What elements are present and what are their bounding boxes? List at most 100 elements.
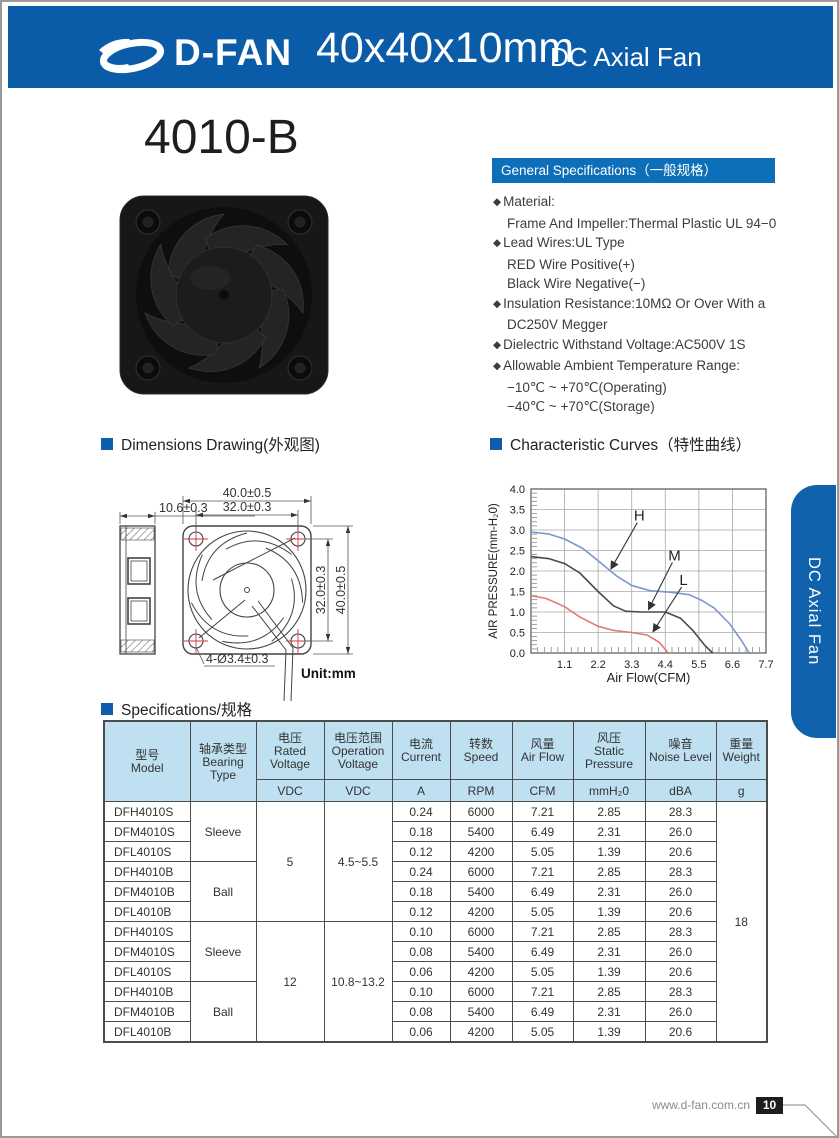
diamond-bullet-icon: ◆ bbox=[493, 360, 502, 372]
spec-speed-cell: 5400 bbox=[449, 1001, 513, 1022]
footer-url[interactable]: www.d-fan.com.cn bbox=[651, 1098, 750, 1112]
spec-airflow-cell: 7.21 bbox=[511, 861, 574, 882]
dim-outer-height-label: 40.0±0.5 bbox=[334, 566, 348, 615]
general-specs-header: General Specifications（一般规格） bbox=[492, 158, 775, 183]
page-title: 40x40x10mm bbox=[316, 24, 575, 72]
spec-rated-voltage-cell: 5 bbox=[255, 801, 325, 922]
table-row: DFL4010B 0.06 4200 5.05 1.39 20.6 bbox=[103, 1021, 767, 1043]
spec-model-cell: DFH4010B bbox=[103, 981, 191, 1002]
x-tick-label: 5.5 bbox=[691, 659, 706, 671]
curve-label-H: H bbox=[634, 508, 645, 525]
y-tick-label: 3.5 bbox=[510, 505, 525, 517]
section-title-specifications: Specifications/规格 bbox=[101, 698, 252, 720]
table-row: DFH4010B Ball 0.24 6000 7.21 2.85 28.3 bbox=[103, 861, 767, 922]
y-tick-label: 4.0 bbox=[510, 484, 525, 496]
spec-airflow-cell: 5.05 bbox=[511, 901, 574, 922]
spec-noise-cell: 20.6 bbox=[644, 901, 717, 922]
spec-pressure-cell: 2.31 bbox=[572, 821, 646, 842]
side-tab-label: DC Axial Fan bbox=[805, 557, 823, 666]
dim-hole-pitch-w-label: 32.0±0.3 bbox=[223, 500, 272, 514]
dimension-arrows bbox=[120, 498, 351, 654]
spec-pressure-cell: 2.31 bbox=[572, 881, 646, 902]
x-tick-label: 3.3 bbox=[624, 659, 639, 671]
spec-speed-cell: 4200 bbox=[449, 841, 513, 862]
spec-airflow-cell: 6.49 bbox=[511, 1001, 574, 1022]
section-title-label: Dimensions Drawing(外观图) bbox=[121, 437, 320, 454]
spec-airflow-cell: 7.21 bbox=[511, 801, 574, 822]
table-row: DFL4010S 0.06 4200 5.05 1.39 20.6 bbox=[103, 961, 767, 982]
spec-speed-cell: 6000 bbox=[449, 801, 513, 822]
spec-line: Frame And Impeller:Thermal Plastic UL 94… bbox=[493, 214, 823, 234]
dim-hole-pitch-h-label: 32.0±0.3 bbox=[314, 566, 328, 615]
curve-label-L: L bbox=[679, 572, 687, 589]
spec-model-cell: DFH4010S bbox=[103, 921, 191, 942]
table-row: DFH4010S Sleeve 12 10.8~13.2 0.10 6000 7.21 2.8… bbox=[103, 921, 767, 1043]
footer-corner-line bbox=[783, 1104, 837, 1136]
y-tick-label: 0.0 bbox=[510, 648, 525, 660]
header-en-label: Speed bbox=[463, 750, 499, 764]
spec-pressure-cell: 1.39 bbox=[572, 901, 646, 922]
header-en-label: Current bbox=[400, 750, 441, 764]
x-tick-label: 2.2 bbox=[590, 659, 605, 671]
header-cn-label: 转数 bbox=[468, 737, 493, 751]
header-cn-label: 型号 bbox=[135, 748, 160, 762]
dimensions-drawing: 10.6±0.3 40.0±0.5 32.0±0.3 32.0±0.3 40.0… bbox=[119, 486, 356, 702]
spec-pressure-cell: 2.85 bbox=[572, 981, 646, 1002]
header-cn-label: 电流 bbox=[408, 737, 433, 751]
spec-airflow-cell: 5.05 bbox=[511, 961, 574, 982]
y-tick-label: 0.5 bbox=[510, 628, 525, 640]
header-en-label: Bearing Type bbox=[202, 754, 244, 782]
spec-airflow-cell: 7.21 bbox=[511, 981, 574, 1002]
spec-line-text: −10℃ ~ +70℃(Operating) bbox=[507, 379, 667, 395]
hole-crosshairs bbox=[184, 527, 310, 653]
spec-col-header: 重量 Weight bbox=[715, 720, 768, 780]
spec-noise-cell: 20.6 bbox=[644, 841, 717, 862]
spec-current-cell: 0.10 bbox=[391, 981, 451, 1002]
y-tick-label: 2.5 bbox=[510, 546, 525, 558]
spec-line-text: Material: bbox=[503, 194, 555, 209]
spec-model-cell: DFL4010S bbox=[103, 961, 191, 982]
brand-name: D-FAN bbox=[174, 32, 293, 73]
spec-noise-cell: 26.0 bbox=[644, 941, 717, 962]
spec-speed-cell: 6000 bbox=[449, 921, 513, 942]
header-en-label: Rated Voltage bbox=[269, 743, 311, 771]
spec-current-cell: 0.18 bbox=[391, 821, 451, 842]
spec-rated-voltage-cell: 12 bbox=[255, 921, 325, 1043]
section-title-dimensions: Dimensions Drawing(外观图) bbox=[101, 433, 320, 455]
spec-model-cell: DFH4010S bbox=[103, 801, 191, 822]
spec-col-header: 风量 Air Flow bbox=[511, 720, 574, 780]
spec-bearing-cell: Ball bbox=[189, 861, 257, 922]
table-row: DFH4010B Ball 0.10 6000 7.21 2.85 28.3 bbox=[103, 981, 767, 1043]
spec-noise-cell: 28.3 bbox=[644, 921, 717, 942]
spec-line: Black Wire Negative(−) bbox=[493, 274, 823, 294]
spec-weight-cell: 18 bbox=[715, 801, 768, 1043]
product-model-title: 4010-B bbox=[144, 111, 299, 164]
spec-line: ◆ Allowable Ambient Temperature Range: bbox=[493, 356, 823, 378]
section-title-label: Characteristic Curves（特性曲线） bbox=[510, 437, 752, 454]
header-cn-label: 轴承类型 bbox=[198, 741, 247, 756]
blue-square-icon bbox=[101, 703, 113, 715]
header-cn-label: 风量 bbox=[530, 737, 555, 751]
spec-current-cell: 0.18 bbox=[391, 881, 451, 902]
diamond-bullet-icon: ◆ bbox=[493, 338, 502, 351]
spec-col-unit: A bbox=[391, 779, 451, 802]
y-tick-label: 1.5 bbox=[510, 587, 525, 599]
spec-speed-cell: 4200 bbox=[449, 901, 513, 922]
header-cn-label: 噪音 bbox=[668, 737, 693, 751]
page-subtitle: DC Axial Fan bbox=[550, 42, 702, 72]
spec-col-unit: g bbox=[715, 779, 768, 802]
y-axis-label: AIR PRESSURE(mm-H₂0) bbox=[488, 503, 500, 639]
blue-square-icon bbox=[490, 438, 502, 450]
table-row: DFL4010B 0.12 4200 5.05 1.39 20.6 bbox=[103, 901, 767, 922]
spec-line: ◆ Material: bbox=[493, 192, 823, 214]
curve-M bbox=[530, 555, 714, 654]
spec-speed-cell: 5400 bbox=[449, 941, 513, 962]
diamond-bullet-icon: ◆ bbox=[493, 196, 502, 208]
spec-line-text: Dielectric Withstand Voltage:AC500V 1S bbox=[503, 336, 746, 352]
spec-line-text: Allowable Ambient Temperature Range: bbox=[503, 358, 740, 373]
header-en-label: Operation Voltage bbox=[331, 743, 385, 771]
spec-speed-cell: 6000 bbox=[449, 861, 513, 882]
spec-col-unit: CFM bbox=[511, 779, 574, 802]
table-row: DFM4010B 0.08 5400 6.49 2.31 26.0 bbox=[103, 1001, 767, 1022]
